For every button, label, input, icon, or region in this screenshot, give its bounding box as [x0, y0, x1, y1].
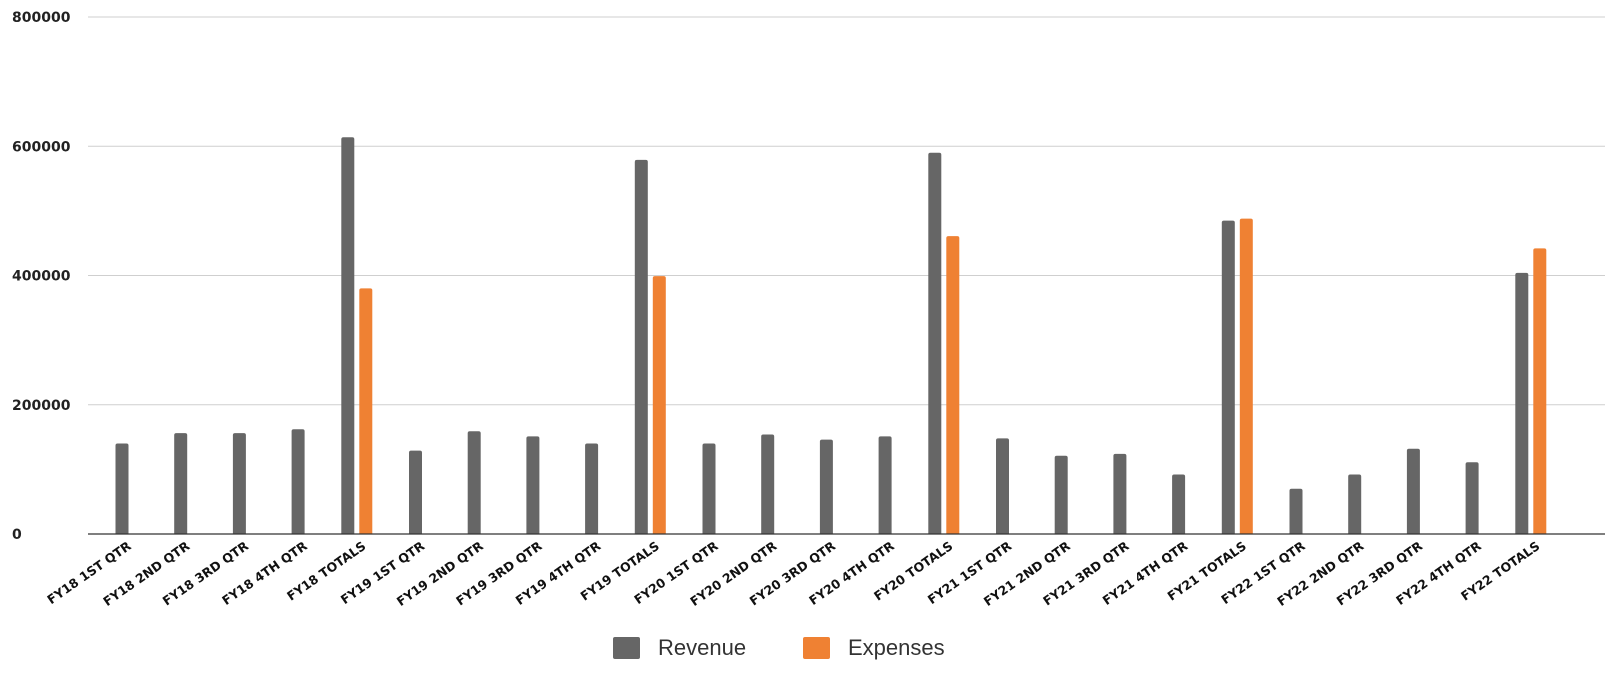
bar-revenue	[1289, 488, 1303, 534]
bar-revenue	[1221, 220, 1235, 534]
bar-revenue	[996, 438, 1009, 534]
y-axis-tick-labels: 0 200000 400000 600000 800000	[12, 10, 71, 543]
bar-revenue	[761, 434, 775, 534]
bar-revenue	[819, 439, 833, 534]
bar-revenue	[115, 443, 129, 534]
y-tick-label: 400000	[12, 269, 71, 285]
bar-expenses	[946, 236, 960, 535]
legend-swatch-expenses	[803, 637, 830, 659]
bar-revenue	[928, 152, 942, 534]
bar-revenue	[585, 443, 599, 534]
legend-swatch-revenue	[613, 637, 640, 659]
bar-revenue	[1054, 455, 1068, 534]
gridlines	[88, 16, 1605, 406]
bar-revenue	[409, 450, 422, 534]
bar-expenses	[652, 276, 666, 534]
y-tick-label: 200000	[12, 398, 71, 414]
y-tick-label: 800000	[12, 10, 71, 26]
bar-expenses	[1533, 248, 1547, 535]
bar-revenue	[1348, 474, 1362, 534]
legend-label-expenses: Expenses	[848, 635, 945, 660]
bar-revenue	[1465, 462, 1479, 534]
bar-revenue	[291, 429, 305, 534]
bar-expenses	[359, 288, 373, 534]
bar-revenue	[526, 436, 540, 534]
bar-revenue	[1515, 272, 1529, 534]
bar-revenue	[467, 431, 481, 534]
bar-revenue	[1406, 448, 1420, 534]
bar-revenue	[634, 159, 648, 535]
bar-revenue	[1113, 453, 1127, 534]
bar-expenses	[1239, 218, 1253, 534]
bar-revenue	[174, 433, 188, 534]
bar-revenue	[878, 436, 892, 534]
bar-revenue	[232, 433, 246, 534]
bar-revenue	[1172, 474, 1186, 534]
y-tick-label: 600000	[12, 139, 71, 155]
bar-revenue	[341, 137, 355, 534]
legend-label-revenue: Revenue	[658, 635, 746, 660]
legend: Revenue Expenses	[613, 635, 945, 660]
bars	[115, 137, 1547, 535]
bar-revenue	[702, 443, 716, 534]
y-tick-label: 0	[12, 527, 22, 543]
